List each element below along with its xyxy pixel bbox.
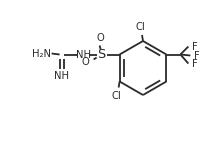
Text: NH: NH [76,50,91,59]
Text: O: O [97,33,104,42]
Text: H₂N: H₂N [32,49,51,59]
Text: F: F [194,51,199,60]
Text: F: F [192,59,197,68]
Text: Cl: Cl [112,90,122,101]
Text: O: O [82,57,90,66]
Text: NH: NH [54,70,69,81]
Text: S: S [98,48,106,61]
Text: Cl: Cl [135,22,145,32]
Text: F: F [192,41,197,52]
